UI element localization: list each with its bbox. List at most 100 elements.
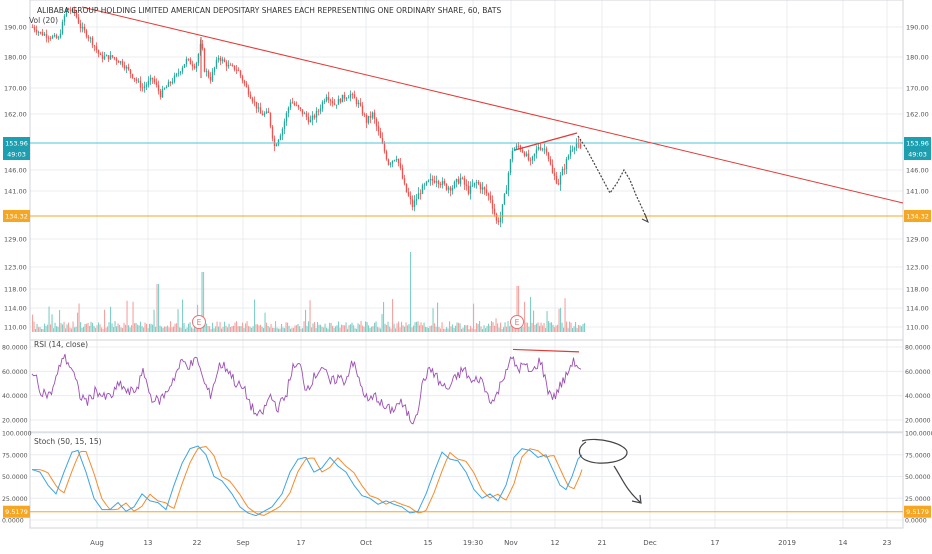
price-candle [477, 181, 480, 185]
price-candle [311, 115, 314, 120]
volume-bar [132, 301, 134, 332]
price-candle [395, 158, 398, 161]
price-candle [469, 185, 472, 194]
price-candle [503, 194, 506, 205]
volume-bar [266, 322, 268, 332]
price-candle [157, 85, 160, 91]
volume-bar [549, 322, 551, 332]
price-candle [293, 103, 296, 105]
volume-bar [491, 321, 493, 332]
price-candle [255, 101, 258, 109]
volume-bar [548, 321, 550, 332]
volume-bar [534, 324, 536, 332]
volume-bar [351, 322, 353, 332]
volume-bar [578, 324, 580, 332]
volume-bar [438, 327, 440, 332]
price-candle [575, 142, 578, 149]
price-axis-label-right: 170.00 [906, 85, 929, 93]
volume-bar [149, 323, 151, 332]
volume-bar [89, 325, 91, 332]
volume-bar [152, 324, 154, 332]
price-candle [315, 110, 318, 118]
price-candle [55, 35, 58, 39]
price-candle [379, 131, 382, 139]
volume-bar [116, 326, 118, 332]
price-candle [265, 111, 268, 114]
volume-bar [224, 321, 226, 332]
volume-bar [408, 324, 410, 332]
volume-bar [174, 323, 176, 332]
price-candle [267, 111, 270, 113]
price-candle [473, 182, 476, 186]
price-candle [387, 159, 390, 165]
volume-bar [546, 311, 548, 332]
volume-bar [317, 322, 319, 332]
price-candle [323, 100, 326, 103]
volume-bar [374, 322, 376, 332]
price-candle [147, 80, 150, 85]
volume-bar [117, 323, 119, 332]
price-candle [363, 114, 366, 116]
price-candle [203, 48, 206, 72]
volume-bar [356, 328, 358, 332]
price-candle [93, 45, 96, 47]
price-candle [453, 181, 456, 188]
price-candle [513, 148, 516, 151]
price-candle [371, 112, 374, 118]
price-candle [303, 113, 306, 115]
volume-bar [249, 326, 251, 332]
volume-bar [350, 324, 352, 332]
volume-bar [542, 325, 544, 332]
price-candle [229, 64, 232, 66]
price-candle [497, 220, 500, 223]
volume-bar [110, 306, 112, 332]
volume-bar [150, 323, 152, 332]
price-candle [543, 148, 546, 150]
projected-path [577, 135, 649, 223]
price-candle [355, 98, 358, 104]
volume-bar [426, 327, 428, 332]
volume-bar [201, 272, 203, 332]
price-candle [351, 94, 354, 95]
price-candle [33, 27, 36, 30]
price-candle [517, 145, 520, 147]
volume-bar [353, 325, 355, 332]
price-candle [483, 187, 486, 190]
volume-bar [185, 328, 187, 332]
volume-bar [125, 324, 127, 332]
price-candle [467, 185, 470, 194]
volume-bar [537, 322, 539, 332]
price-candle [335, 104, 338, 106]
volume-bar [107, 326, 109, 332]
volume-bar [495, 318, 497, 332]
volume-bar [236, 321, 238, 332]
price-candle [201, 43, 204, 49]
volume-bar [308, 321, 310, 332]
price-candle [397, 158, 400, 164]
volume-bar [470, 325, 472, 332]
volume-bar [186, 327, 188, 332]
volume-bar [44, 323, 46, 332]
volume-bar [504, 322, 506, 332]
volume-bar [122, 327, 124, 332]
volume-bar [399, 327, 401, 332]
volume-bar [377, 326, 379, 332]
price-candle [101, 54, 104, 59]
price-candle [485, 189, 488, 194]
stoch-axis-label-right: 75.0000 [905, 452, 931, 459]
price-candle [263, 113, 266, 116]
volume-bar [516, 286, 518, 332]
earnings-marker-label: E [515, 318, 520, 327]
volume-bar [573, 326, 575, 332]
volume-bar [299, 326, 301, 332]
volume-bar [126, 300, 128, 332]
volume-bar [134, 323, 136, 332]
price-candle [215, 59, 218, 68]
price-axis-label-left: 123.00 [4, 264, 27, 272]
volume-bar [138, 325, 140, 332]
volume-bar [381, 314, 383, 332]
price-candle [167, 82, 170, 87]
volume-bar [257, 324, 259, 332]
volume-bar [345, 322, 347, 332]
stoch-axis-label-left: 100.0000 [2, 431, 32, 438]
